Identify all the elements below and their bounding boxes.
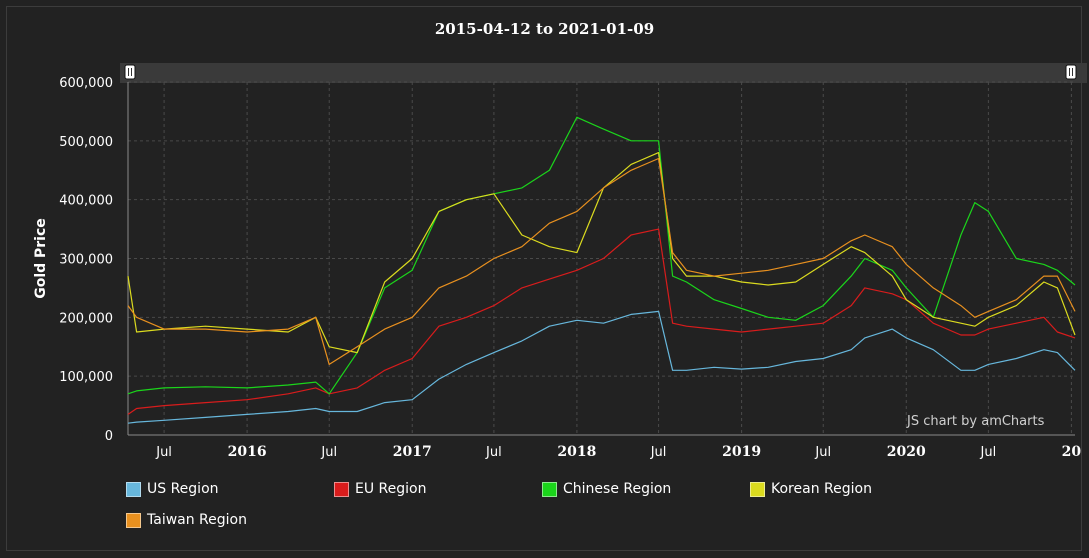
y-tick-label: 0 — [105, 429, 113, 444]
chart-frame — [6, 6, 1082, 551]
legend-label: Chinese Region — [563, 481, 672, 497]
legend-item-korean-region[interactable]: Korean Region — [750, 480, 872, 498]
x-tick-label: Jul — [980, 445, 997, 460]
series-line-chinese-region — [127, 116, 1076, 395]
y-tick-label: 500,000 — [59, 135, 113, 150]
x-tick-label: Jul — [485, 445, 502, 460]
y-tick-label: 300,000 — [59, 253, 113, 268]
legend-swatch — [126, 512, 141, 528]
x-tick-label: 2016 — [228, 444, 267, 460]
y-tick-label: 600,000 — [59, 76, 113, 91]
x-tick-label: Jul — [814, 445, 831, 460]
series-line-korean-region — [127, 152, 1076, 354]
legend-item-eu-region[interactable]: EU Region — [334, 480, 426, 498]
amcharts-credit-link[interactable]: JS chart by amCharts — [907, 414, 1045, 429]
x-tick-label: 2019 — [722, 444, 761, 460]
legend-swatch — [750, 481, 765, 497]
series-line-eu-region — [127, 228, 1076, 415]
x-tick-label: Jul — [155, 445, 172, 460]
legend-label: Taiwan Region — [147, 512, 247, 528]
y-tick-label: 100,000 — [59, 370, 113, 385]
x-tick-label: 2020 — [887, 444, 926, 460]
y-axis-label: Gold Price — [33, 218, 49, 299]
legend-swatch — [334, 481, 349, 497]
x-tick-label: 2017 — [393, 444, 432, 460]
legend-label: EU Region — [355, 481, 427, 497]
series-line-taiwan-region — [127, 157, 1076, 365]
legend-label: Korean Region — [771, 481, 872, 497]
x-tick-label: 2018 — [557, 444, 596, 460]
series-line-us-region — [127, 310, 1076, 424]
legend-item-chinese-region[interactable]: Chinese Region — [542, 480, 671, 498]
scrollbar-track — [120, 63, 1087, 83]
legend-label: US Region — [147, 481, 219, 497]
scrollbar-start-grip[interactable] — [124, 64, 136, 80]
legend-swatch — [542, 481, 557, 497]
legend-item-taiwan-region[interactable]: Taiwan Region — [126, 511, 247, 529]
chart-title: 2015-04-12 to 2021-01-09 — [434, 20, 655, 38]
x-tick-label: Jul — [650, 445, 667, 460]
y-tick-label: 400,000 — [59, 194, 113, 209]
x-tick-label: 20 — [1062, 444, 1082, 460]
x-tick-label: Jul — [320, 445, 337, 460]
legend-swatch — [126, 481, 141, 497]
legend-item-us-region[interactable]: US Region — [126, 480, 219, 498]
y-tick-label: 200,000 — [59, 311, 113, 326]
scrollbar-end-grip[interactable] — [1065, 64, 1077, 80]
